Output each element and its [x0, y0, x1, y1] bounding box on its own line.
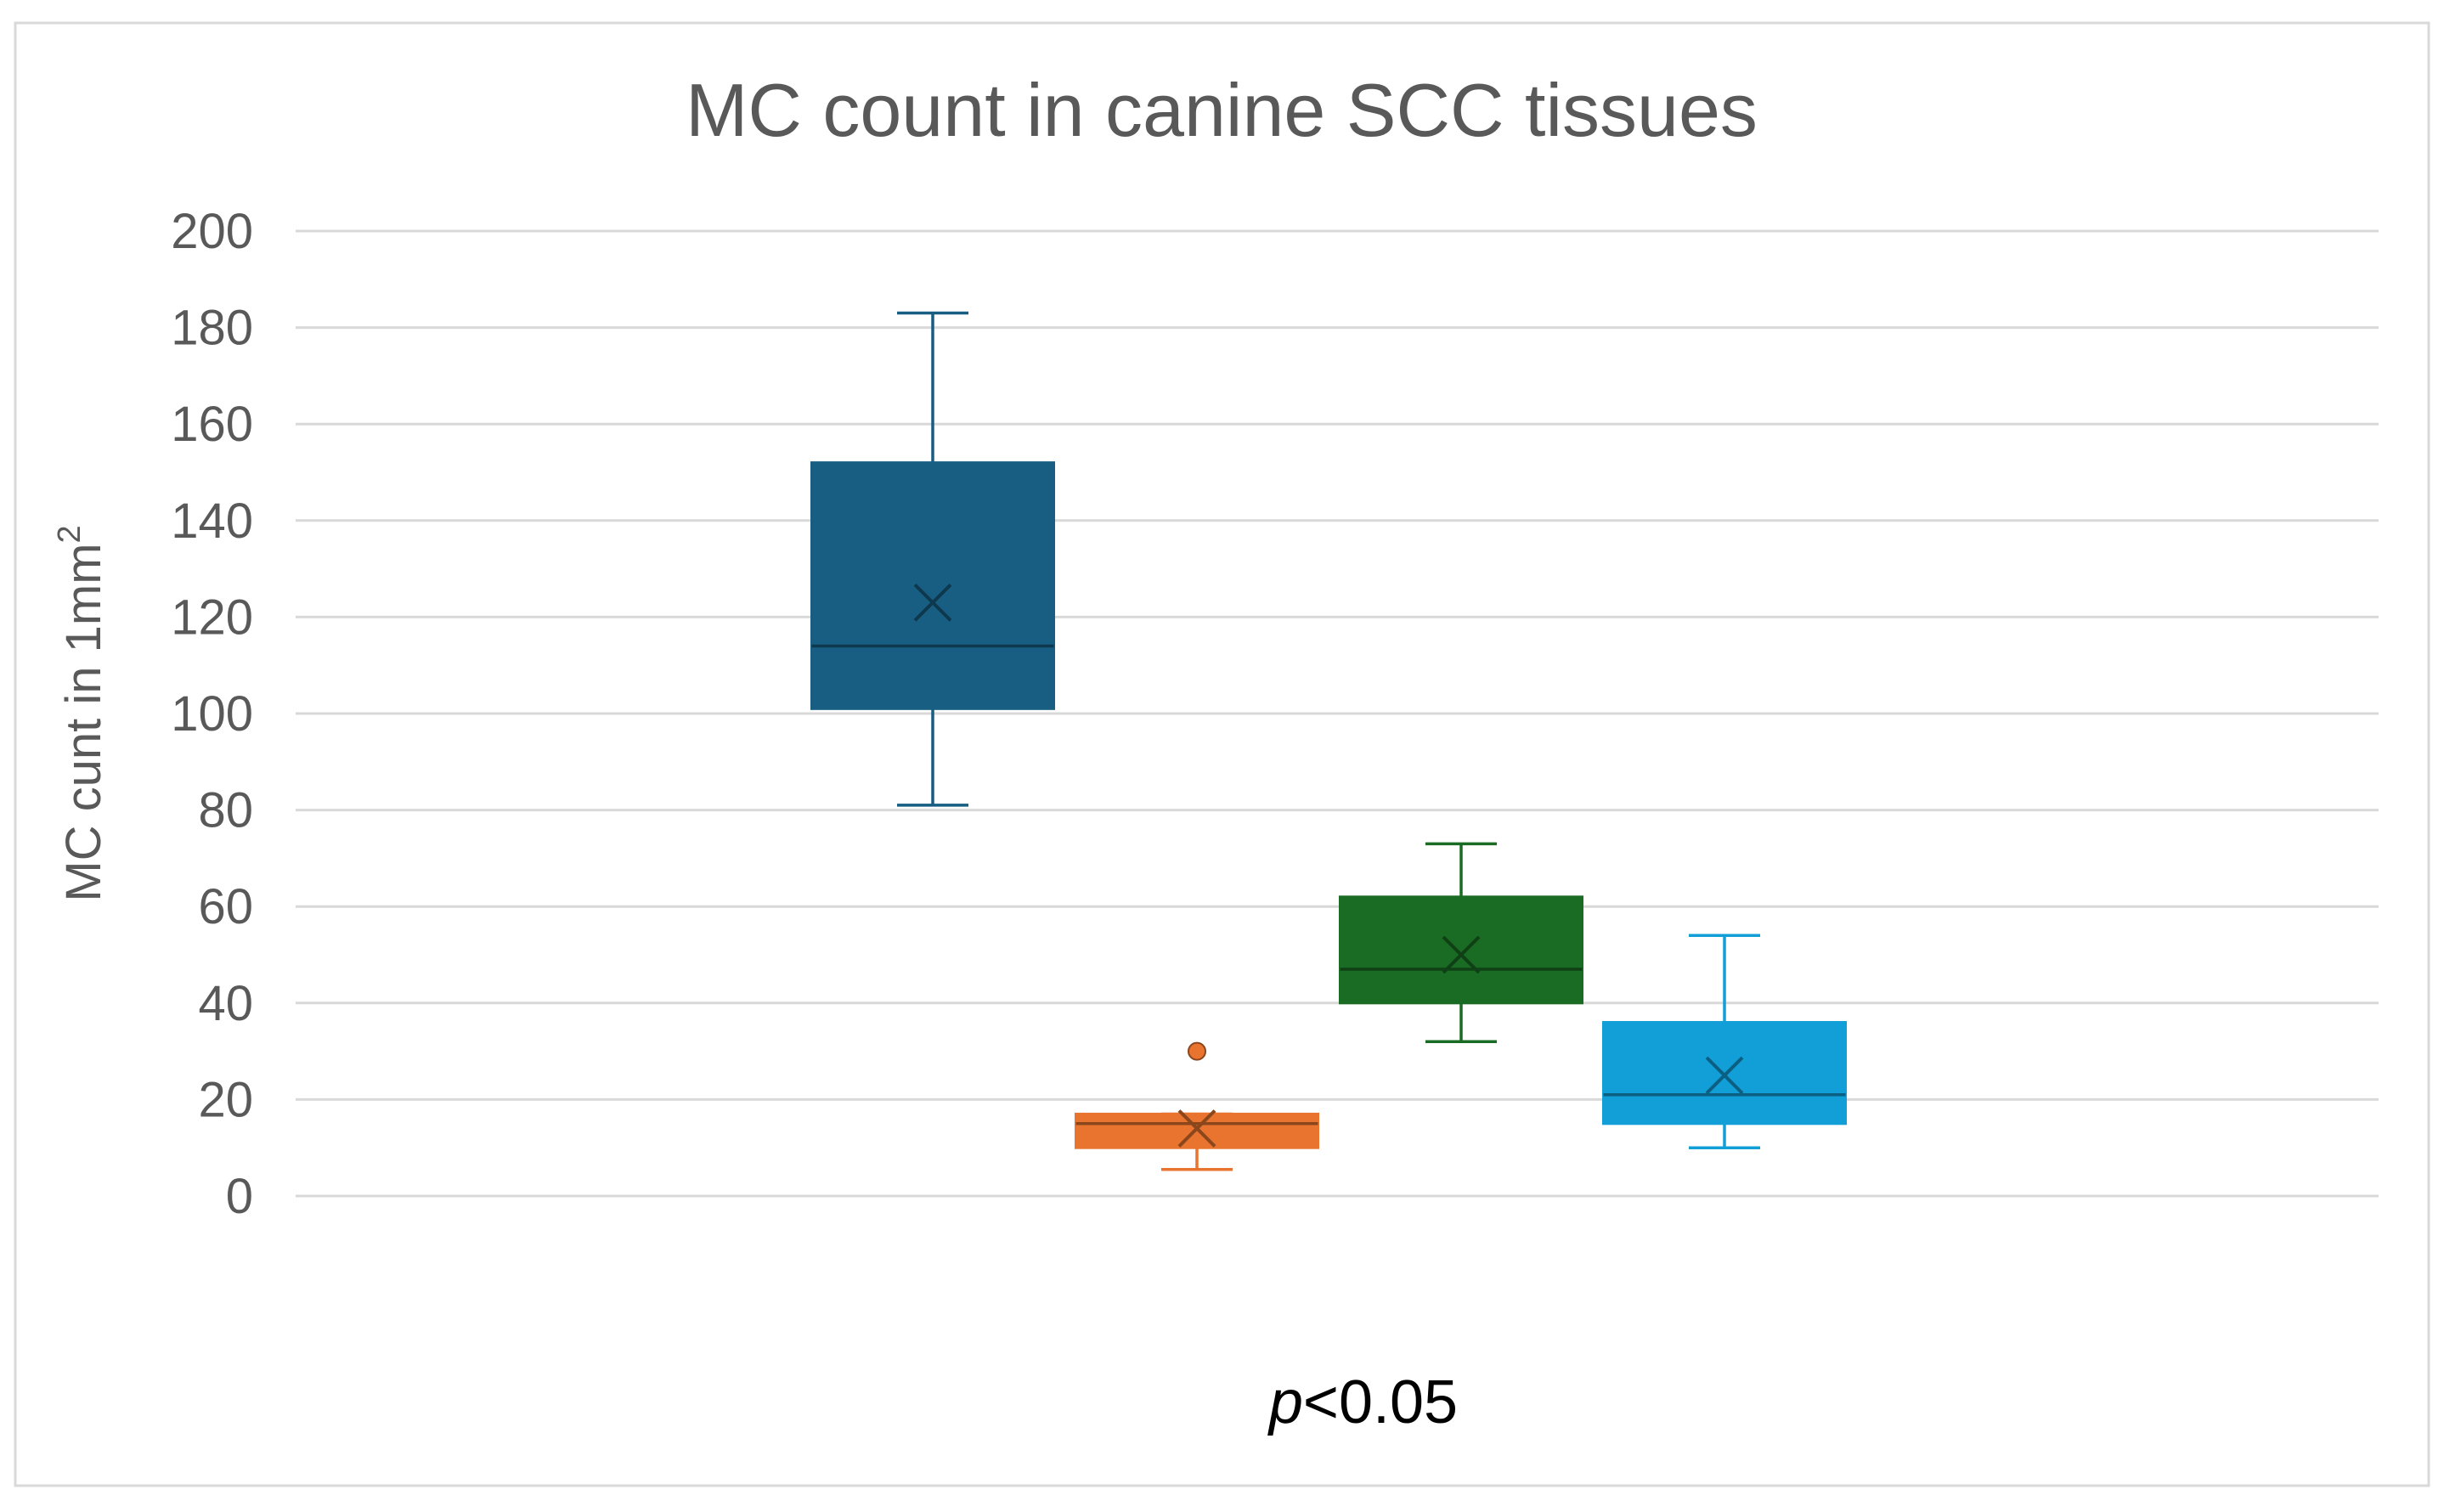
box-body-group-1: [810, 461, 1055, 710]
y-tick-label-160: 160: [171, 397, 253, 452]
outlier-group-2-0: [1188, 1041, 1206, 1061]
box-body-group-2: [1075, 1112, 1319, 1149]
y-tick-label-180: 180: [171, 301, 253, 356]
mean-marker-group-2: [1177, 1109, 1216, 1148]
box-body-group-4: [1602, 1021, 1847, 1126]
y-tick-label-100: 100: [171, 686, 253, 742]
box-group-2: [1075, 1041, 1319, 1171]
box-group-1: [810, 311, 1055, 807]
box-body-group-3: [1339, 895, 1583, 1005]
y-tick-labels: 0 20 40 60 80 100 120 140 160 180 200: [171, 204, 253, 1224]
y-axis-label: MC cunt in 1mm2: [52, 525, 111, 901]
annotation-threshold: <0.05: [1303, 1368, 1458, 1436]
boxes: [810, 311, 1847, 1171]
significance-annotation: p<0.05: [1267, 1368, 1458, 1436]
chart-border: [14, 21, 2430, 1487]
y-tick-label-80: 80: [198, 783, 253, 838]
y-tick-label-140: 140: [171, 494, 253, 549]
y-tick-label-200: 200: [171, 204, 253, 259]
y-tick-label-20: 20: [198, 1072, 253, 1127]
y-tick-label-40: 40: [198, 976, 253, 1031]
box-group-3: [1339, 842, 1583, 1043]
y-axis-label-superscript: 2: [52, 525, 87, 543]
mean-marker-group-1: [913, 583, 952, 622]
mean-marker-group-4: [1705, 1056, 1744, 1095]
box-group-4: [1602, 934, 1847, 1149]
y-axis-label-main: MC cunt in 1mm: [56, 543, 111, 901]
mean-marker-group-3: [1442, 935, 1481, 974]
chart-title: MC count in canine SCC tissues: [686, 68, 1758, 152]
annotation-p: p: [1267, 1368, 1303, 1436]
gridlines: [296, 229, 2379, 1198]
y-tick-label-60: 60: [198, 879, 253, 934]
y-tick-label-120: 120: [171, 590, 253, 645]
y-tick-label-0: 0: [226, 1169, 253, 1224]
